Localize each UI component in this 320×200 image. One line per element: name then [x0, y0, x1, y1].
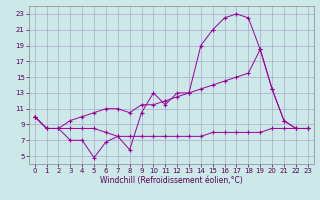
X-axis label: Windchill (Refroidissement éolien,°C): Windchill (Refroidissement éolien,°C) — [100, 176, 243, 185]
